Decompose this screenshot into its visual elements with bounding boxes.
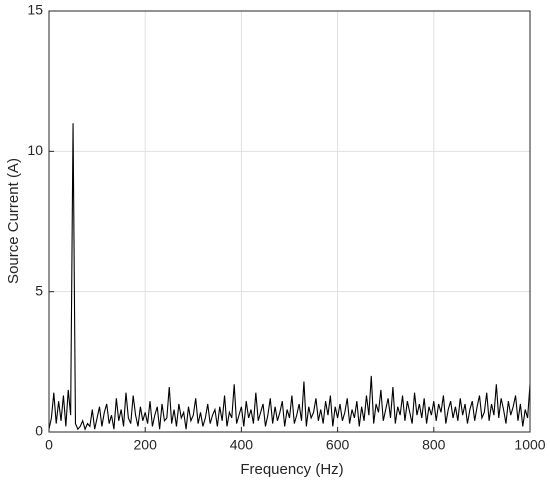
x-tick-label: 1000 (514, 437, 545, 453)
series-line (48, 123, 531, 431)
y-tick-label: 5 (35, 282, 43, 298)
y-tick-label: 0 (35, 423, 43, 439)
x-axis-label: Frequency (Hz) (240, 461, 343, 478)
x-tick-label: 0 (45, 437, 53, 453)
x-tick-label: 200 (134, 437, 158, 453)
y-axis-label: Source Current (A) (5, 158, 22, 284)
x-tick-label: 800 (422, 437, 446, 453)
x-tick-label: 400 (230, 437, 254, 453)
y-tick-label: 15 (27, 2, 43, 18)
y-tick-label: 10 (27, 142, 43, 158)
x-tick-label: 600 (326, 437, 350, 453)
plot-frame (48, 10, 531, 433)
